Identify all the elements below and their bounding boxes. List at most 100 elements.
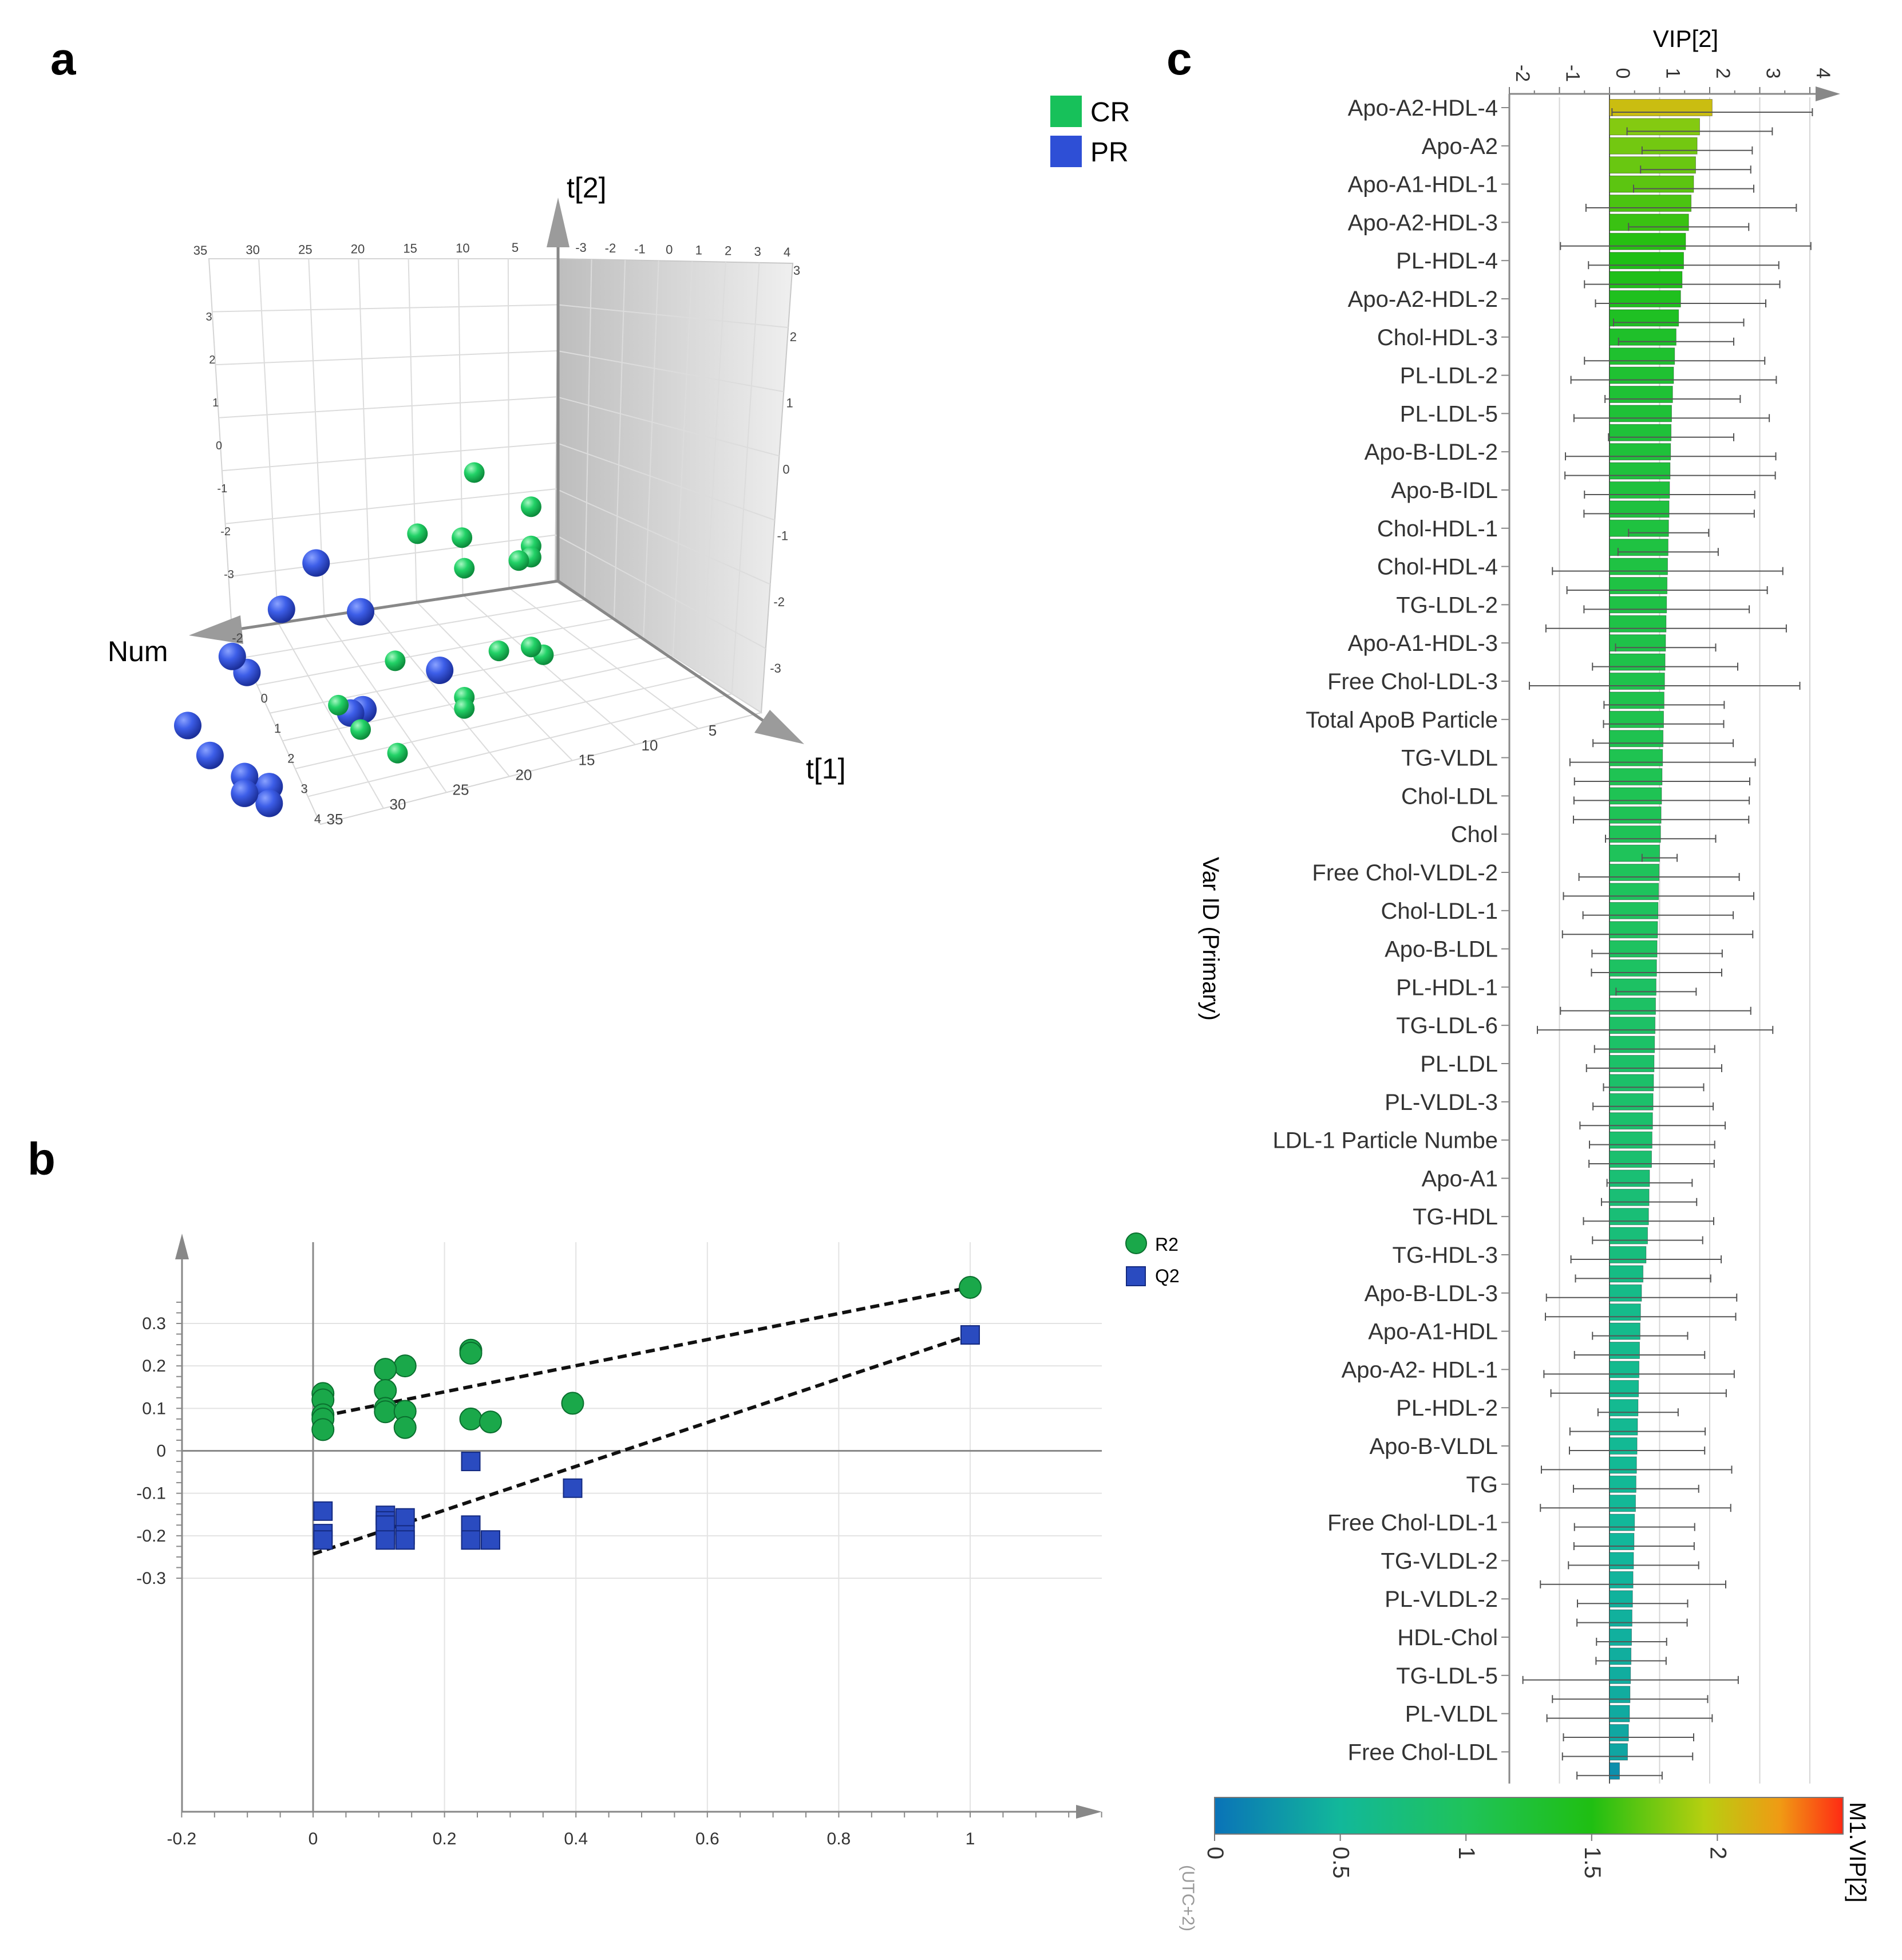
back-wall-gridline-v — [507, 258, 510, 588]
tick-label-back-wall: 15 — [403, 242, 417, 256]
legend-pr-label: PR — [1090, 137, 1129, 168]
tick-label-left-wall: -2 — [220, 525, 231, 538]
tick-label-right-wall: 0 — [782, 463, 789, 477]
tick-label-floor-side: 1 — [274, 721, 281, 736]
panel-label-a: a — [50, 33, 76, 84]
panel-c-gridlines — [1559, 97, 1810, 1784]
bar-total-apob-particle — [1609, 710, 1664, 728]
x-tick-label: 2 — [1712, 68, 1734, 79]
bar-row-37 — [1609, 806, 1662, 824]
bar-apo-a1-hdl — [1609, 1322, 1640, 1340]
back-wall-gridline-v — [358, 258, 371, 609]
bar-row-5 — [1609, 195, 1692, 212]
tick-label-right-wall: 2 — [790, 330, 797, 344]
bar-apo-a2-hdl-4 — [1609, 99, 1713, 116]
bar-row-11 — [1609, 309, 1679, 327]
legend-b: R2 Q2 — [1125, 1232, 1180, 1286]
tick-label-floor-front: 10 — [642, 737, 658, 754]
regression-line-r2 — [322, 1286, 971, 1418]
axis-t1-line — [557, 579, 765, 723]
bar-pl-hdl-4 — [1609, 252, 1684, 270]
legend-q2-marker — [1126, 1266, 1146, 1286]
bar-row-67 — [1609, 1380, 1639, 1397]
point-r2 — [374, 1358, 397, 1381]
bar-free-chol-vldl-2 — [1609, 864, 1660, 881]
panel-b-points — [311, 1275, 982, 1550]
bar-tg-vldl — [1609, 749, 1663, 766]
bar-row-19 — [1609, 462, 1671, 480]
x-tick-label: 1 — [966, 1829, 975, 1848]
panel-a-3d-plot: t[2] t[1] Num 35 30 25 20 15 10 5 -3 -2 -1 0 1 2 3 432… — [108, 172, 845, 828]
bar-chol-hdl-1 — [1609, 519, 1669, 537]
tick-label-right-wall: 1 — [786, 396, 793, 410]
back-wall-gridline-h — [215, 350, 557, 366]
category-label-apo-a2-hdl-3: Apo-A2-HDL-3 — [1348, 210, 1498, 235]
tick-label-left-wall: -1 — [217, 483, 227, 495]
bar-tg-ldl-2 — [1609, 596, 1667, 614]
point-r2 — [959, 1275, 982, 1299]
tick-label-right-wall: -2 — [773, 595, 785, 609]
category-label-apo-a2: Apo-A2 — [1422, 134, 1498, 159]
colorbar-tick-label: 1.5 — [1580, 1847, 1605, 1879]
point-cr — [454, 558, 475, 579]
colorbar: 0 0.5 1 1.5 2 M1.VIP[2] (UTC+2) — [1179, 1797, 1870, 1931]
category-label-apo-a2-hdl-4: Apo-A2-HDL-4 — [1348, 96, 1498, 121]
panel-b-axes — [175, 1234, 1102, 1819]
colorbar-tick-label: 0 — [1203, 1847, 1228, 1859]
right-wall-gridline-v — [584, 259, 592, 600]
bar-pl-ldl — [1609, 1055, 1655, 1072]
bar-free-chol-ldl-1 — [1609, 1514, 1635, 1531]
point-pr — [174, 712, 201, 740]
x-axis-arrow — [1076, 1805, 1102, 1819]
panel-label-c: c — [1166, 33, 1192, 84]
bar-chol-ldl-1 — [1609, 902, 1659, 919]
floor-gridline — [295, 674, 703, 769]
tick-label-floor-front: 20 — [516, 766, 532, 784]
x-tick-label: -1 — [1562, 65, 1584, 82]
axis-t2-arrow — [547, 197, 570, 247]
point-r2 — [479, 1410, 502, 1434]
category-label-chol-hdl-3: Chol-HDL-3 — [1377, 325, 1498, 350]
bar-row-59 — [1609, 1227, 1648, 1244]
point-pr — [231, 779, 259, 807]
bar-apo-b-vldl — [1609, 1437, 1638, 1455]
bar-row-79 — [1609, 1609, 1632, 1627]
category-label-pl-hdl-4: PL-HDL-4 — [1396, 248, 1498, 274]
point-q2 — [313, 1530, 333, 1550]
tick-label-left-wall: -3 — [224, 568, 234, 581]
tick-label-floor-side: 3 — [301, 781, 308, 796]
bar-apo-b-idl — [1609, 481, 1670, 499]
category-label-tg-ldl-2: TG-LDL-2 — [1396, 592, 1498, 618]
bar-row-23 — [1609, 539, 1668, 556]
category-label-tg-ldl-6: TG-LDL-6 — [1396, 1013, 1498, 1038]
bar-row-29 — [1609, 653, 1666, 671]
bar-row-15 — [1609, 386, 1673, 403]
bar-row-27 — [1609, 615, 1667, 633]
bar-apo-b-ldl-3 — [1609, 1284, 1642, 1302]
point-cr — [464, 462, 485, 483]
x-tick-label: 0 — [309, 1829, 318, 1848]
category-label-pl-ldl-2: PL-LDL-2 — [1400, 363, 1498, 389]
y-tick-label: 0.1 — [142, 1399, 166, 1418]
category-label-tg: TG — [1466, 1472, 1498, 1497]
right-wall-gridline-v — [702, 262, 726, 675]
bar-row-43 — [1609, 921, 1658, 939]
y-tick-label: -0.1 — [136, 1484, 166, 1503]
colorbar-ticks: 0 0.5 1 1.5 2 — [1203, 1834, 1730, 1879]
panel-c-title: VIP[2] — [1653, 25, 1718, 52]
category-label-apo-b-ldl-3: Apo-B-LDL-3 — [1365, 1281, 1498, 1306]
panel-a-points — [174, 462, 554, 817]
category-label-tg-vldl: TG-VLDL — [1401, 746, 1498, 771]
bar-free-chol-ldl — [1609, 1743, 1628, 1761]
legend-cr-swatch — [1050, 96, 1082, 127]
tick-label-floor-front: 15 — [579, 752, 595, 769]
category-label-apo-a2-hdl-2: Apo-A2-HDL-2 — [1348, 287, 1498, 312]
category-label-chol-ldl: Chol-LDL — [1401, 784, 1498, 809]
y-tick-label: 0 — [156, 1442, 166, 1461]
floor-gridline — [307, 693, 732, 797]
point-cr — [520, 637, 541, 658]
x-tick-label: 3 — [1762, 68, 1784, 79]
point-pr — [196, 741, 224, 769]
bar-row-87 — [1609, 1762, 1620, 1780]
